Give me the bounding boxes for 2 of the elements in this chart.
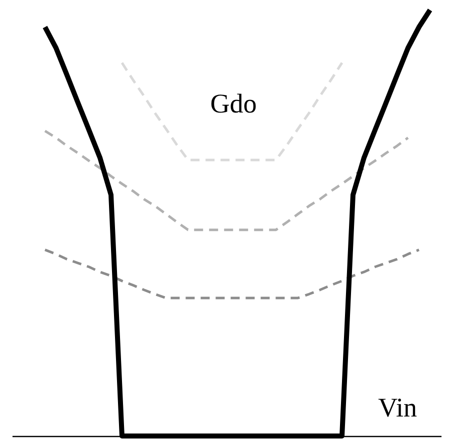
x-axis-title: Vin xyxy=(378,392,418,422)
y-axis-title: Gdo xyxy=(210,88,257,118)
